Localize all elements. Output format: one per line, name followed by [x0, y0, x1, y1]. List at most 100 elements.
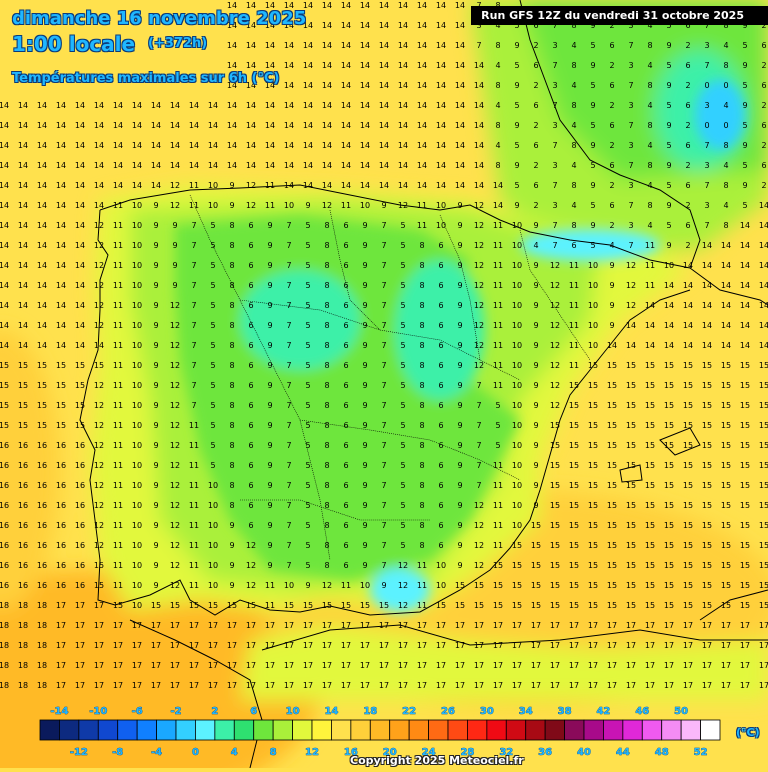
- grid-value: 14: [607, 341, 617, 350]
- grid-value: 9: [457, 361, 462, 370]
- grid-value: 15: [759, 601, 768, 610]
- grid-value: 2: [609, 21, 614, 30]
- grid-value: 12: [170, 381, 180, 390]
- grid-value: 15: [607, 401, 617, 410]
- grid-value: 14: [303, 61, 313, 70]
- grid-value: 15: [607, 521, 617, 530]
- grid-value: 14: [75, 141, 85, 150]
- grid-value: 5: [210, 461, 215, 470]
- grid-value: 14: [75, 301, 85, 310]
- grid-value: 14: [436, 61, 446, 70]
- grid-value: 5: [400, 321, 405, 330]
- grid-value: 17: [683, 621, 693, 630]
- grid-value: 7: [476, 1, 481, 10]
- grid-value: 15: [759, 381, 768, 390]
- grid-value: 17: [626, 681, 636, 690]
- grid-value: 14: [0, 241, 9, 250]
- grid-value: 14: [56, 101, 66, 110]
- grid-value: 17: [626, 661, 636, 670]
- grid-value: 6: [343, 521, 348, 530]
- grid-value: 11: [417, 221, 427, 230]
- grid-value: 16: [37, 481, 47, 490]
- grid-value: 7: [381, 361, 386, 370]
- grid-value: 17: [645, 661, 655, 670]
- grid-value: 17: [379, 681, 389, 690]
- grid-value: 15: [645, 381, 655, 390]
- grid-value: 12: [94, 441, 104, 450]
- grid-value: 14: [56, 261, 66, 270]
- grid-value: 15: [37, 421, 47, 430]
- grid-value: 6: [248, 301, 253, 310]
- grid-value: 11: [113, 341, 123, 350]
- grid-value: 0: [704, 81, 709, 90]
- grid-value: 9: [533, 441, 538, 450]
- grid-value: 10: [132, 301, 142, 310]
- grid-value: 14: [37, 341, 47, 350]
- grid-value: 15: [664, 561, 674, 570]
- grid-value: 11: [113, 281, 123, 290]
- grid-value: 10: [132, 421, 142, 430]
- grid-value: 11: [189, 461, 199, 470]
- grid-value: 5: [666, 221, 671, 230]
- grid-value: 14: [721, 301, 731, 310]
- grid-value: 5: [514, 21, 519, 30]
- grid-value: 9: [267, 361, 272, 370]
- grid-value: 5: [400, 381, 405, 390]
- grid-value: 15: [664, 581, 674, 590]
- grid-value: 11: [265, 201, 275, 210]
- grid-value: 9: [362, 541, 367, 550]
- grid-value: 14: [132, 161, 142, 170]
- grid-value: 9: [457, 441, 462, 450]
- legend-lower-label: 48: [655, 747, 669, 758]
- grid-value: 17: [436, 621, 446, 630]
- grid-value: 15: [721, 381, 731, 390]
- grid-value: 17: [246, 661, 256, 670]
- grid-value: 14: [151, 141, 161, 150]
- grid-value: 18: [0, 641, 9, 650]
- grid-value: 14: [398, 161, 408, 170]
- grid-value: 6: [248, 441, 253, 450]
- grid-value: 9: [666, 41, 671, 50]
- grid-value: 14: [626, 321, 636, 330]
- grid-value: 5: [514, 181, 519, 190]
- legend-swatch: [680, 719, 701, 741]
- grid-value: 18: [18, 661, 28, 670]
- grid-value: 15: [740, 601, 750, 610]
- grid-value: 14: [379, 1, 389, 10]
- grid-value: 17: [607, 681, 617, 690]
- grid-value: 17: [512, 681, 522, 690]
- grid-value: 17: [132, 681, 142, 690]
- grid-value: 14: [132, 181, 142, 190]
- grid-value: 16: [18, 441, 28, 450]
- grid-value: 14: [493, 201, 503, 210]
- grid-value: 16: [0, 541, 9, 550]
- grid-value: 14: [360, 1, 370, 10]
- grid-value: 14: [740, 241, 750, 250]
- grid-value: 6: [343, 541, 348, 550]
- grid-value: 17: [436, 641, 446, 650]
- grid-value: 10: [512, 421, 522, 430]
- grid-value: 18: [0, 661, 9, 670]
- legend-upper-label: 30: [480, 706, 494, 717]
- grid-value: 15: [607, 361, 617, 370]
- grid-value: 17: [189, 661, 199, 670]
- grid-value: 5: [400, 281, 405, 290]
- grid-value: 14: [303, 21, 313, 30]
- grid-value: 14: [227, 121, 237, 130]
- grid-value: 17: [113, 661, 123, 670]
- grid-value: 15: [550, 461, 560, 470]
- grid-value: 6: [533, 181, 538, 190]
- grid-value: 5: [400, 441, 405, 450]
- grid-value: 16: [18, 501, 28, 510]
- grid-value: 15: [759, 421, 768, 430]
- grid-value: 17: [721, 681, 731, 690]
- grid-value: 14: [18, 181, 28, 190]
- grid-value: 2: [685, 41, 690, 50]
- legend-lower-label: 28: [460, 747, 474, 758]
- grid-value: 8: [229, 221, 234, 230]
- grid-value: 3: [552, 161, 557, 170]
- grid-value: 15: [759, 581, 768, 590]
- grid-value: 12: [94, 221, 104, 230]
- grid-value: 9: [362, 261, 367, 270]
- grid-value: 17: [683, 681, 693, 690]
